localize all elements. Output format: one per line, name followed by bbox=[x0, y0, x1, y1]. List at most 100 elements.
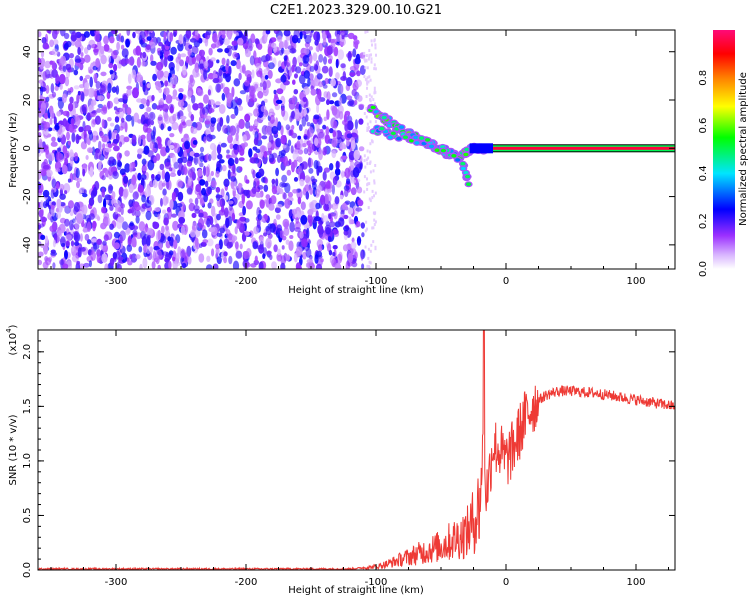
heatmap-cell bbox=[234, 226, 238, 235]
heatmap-cell bbox=[370, 53, 372, 57]
heatmap-cell bbox=[365, 54, 368, 57]
heatmap-cell bbox=[143, 89, 149, 96]
spectrogram-y-axis: -40 -20 0 20 40 bbox=[22, 39, 675, 270]
heatmap-cell bbox=[230, 175, 237, 182]
heatmap-cell bbox=[113, 97, 120, 105]
heatmap-cell bbox=[87, 147, 93, 153]
heatmap-cell bbox=[145, 210, 152, 221]
heatmap-cell bbox=[182, 156, 188, 164]
heatmap-cell bbox=[367, 156, 370, 160]
heatmap-cell bbox=[295, 262, 301, 269]
heatmap-cell bbox=[185, 119, 193, 127]
heatmap-cell bbox=[160, 50, 164, 56]
heatmap-cell bbox=[226, 58, 230, 67]
heatmap-cell bbox=[293, 177, 299, 182]
heatmap-cell bbox=[159, 97, 164, 105]
heatmap-cell bbox=[260, 105, 267, 113]
heatmap-cell bbox=[295, 66, 302, 74]
heatmap-cell bbox=[69, 53, 74, 59]
heatmap-cell bbox=[358, 103, 365, 108]
heatmap-cell bbox=[315, 94, 321, 106]
heatmap-cell bbox=[374, 102, 376, 106]
heatmap-cell bbox=[346, 178, 351, 185]
heatmap-cell bbox=[135, 215, 140, 224]
heatmap-cell bbox=[302, 251, 307, 260]
heatmap-cell bbox=[120, 117, 125, 123]
heatmap-cell bbox=[347, 207, 354, 215]
heatmap-cell bbox=[291, 64, 295, 73]
heatmap-cell bbox=[175, 62, 180, 72]
heatmap-cell bbox=[307, 157, 312, 169]
heatmap-cell bbox=[142, 80, 146, 86]
heatmap-cell bbox=[40, 63, 44, 70]
heatmap-cell bbox=[146, 131, 153, 143]
heatmap-cell bbox=[171, 213, 177, 218]
heatmap-cell bbox=[283, 226, 290, 236]
heatmap-cell bbox=[231, 40, 238, 46]
heatmap-cell bbox=[164, 80, 169, 87]
heatmap-cell bbox=[303, 30, 311, 35]
heatmap-cell bbox=[239, 243, 243, 250]
heatmap-cell bbox=[44, 144, 50, 155]
heatmap-cell bbox=[164, 253, 172, 261]
heatmap-cell bbox=[350, 187, 357, 196]
heatmap-cell bbox=[239, 147, 245, 156]
heatmap-cell bbox=[62, 145, 68, 155]
heatmap-cell bbox=[70, 117, 75, 127]
heatmap-cell bbox=[90, 190, 95, 200]
heatmap-cell bbox=[329, 221, 336, 228]
heatmap-cell bbox=[55, 73, 60, 85]
heatmap-cell bbox=[304, 175, 311, 184]
snr-y-scale-label: (x104) bbox=[5, 324, 19, 355]
heatmap-cell bbox=[151, 103, 158, 110]
heatmap-cell bbox=[373, 218, 376, 222]
heatmap-cell bbox=[144, 187, 150, 198]
heatmap-cell bbox=[285, 124, 290, 131]
heatmap-cell bbox=[159, 70, 164, 78]
heatmap-cell bbox=[237, 37, 244, 46]
heatmap-cell bbox=[258, 168, 265, 177]
heatmap-cell bbox=[116, 218, 123, 230]
heatmap-cell bbox=[469, 143, 493, 154]
snr-y-label: SNR (10 * v/v) bbox=[8, 414, 19, 485]
heatmap-cell bbox=[216, 163, 223, 173]
heatmap-cell bbox=[199, 179, 206, 186]
heatmap-cell bbox=[188, 50, 192, 56]
heatmap-cell bbox=[267, 241, 271, 249]
heatmap-cell bbox=[163, 87, 170, 96]
snr-y-scale: (x104) bbox=[5, 324, 19, 355]
heatmap-cell bbox=[192, 67, 200, 78]
snr-panel: -300 -200 -100 0 100 0.0 0.5 1.0 1.5 2.0 Height … bbox=[5, 324, 676, 596]
heatmap-cell bbox=[183, 150, 188, 159]
heatmap-cell bbox=[147, 159, 155, 171]
heatmap-cell bbox=[62, 263, 69, 269]
heatmap-cell bbox=[221, 57, 226, 66]
heatmap-cell bbox=[187, 90, 192, 97]
heatmap-cell bbox=[169, 133, 175, 138]
heatmap-cell bbox=[89, 131, 94, 141]
heatmap-cell bbox=[147, 117, 152, 128]
heatmap-cell bbox=[173, 31, 177, 37]
heatmap-cell bbox=[107, 100, 111, 110]
heatmap-cell bbox=[254, 38, 260, 45]
heatmap-cell bbox=[76, 181, 80, 189]
heatmap-cell bbox=[245, 262, 251, 268]
heatmap-cell bbox=[95, 81, 101, 89]
heatmap-cell bbox=[51, 201, 56, 207]
heatmap-cell bbox=[253, 226, 259, 235]
heatmap-cell bbox=[208, 47, 213, 56]
heatmap-cell bbox=[129, 221, 134, 227]
heatmap-cell bbox=[82, 168, 86, 177]
heatmap-cell bbox=[86, 221, 92, 232]
heatmap-cell bbox=[54, 85, 59, 91]
heatmap-cell bbox=[263, 150, 268, 158]
heatmap-cell bbox=[68, 140, 71, 146]
heatmap-cell bbox=[177, 180, 185, 188]
heatmap-cell bbox=[306, 122, 311, 127]
heatmap-cell bbox=[199, 152, 204, 163]
heatmap-cell bbox=[156, 105, 160, 110]
heatmap-cell bbox=[346, 133, 353, 139]
heatmap-cell bbox=[141, 60, 146, 67]
heatmap-cell bbox=[255, 62, 262, 69]
heatmap-cell bbox=[160, 197, 163, 207]
